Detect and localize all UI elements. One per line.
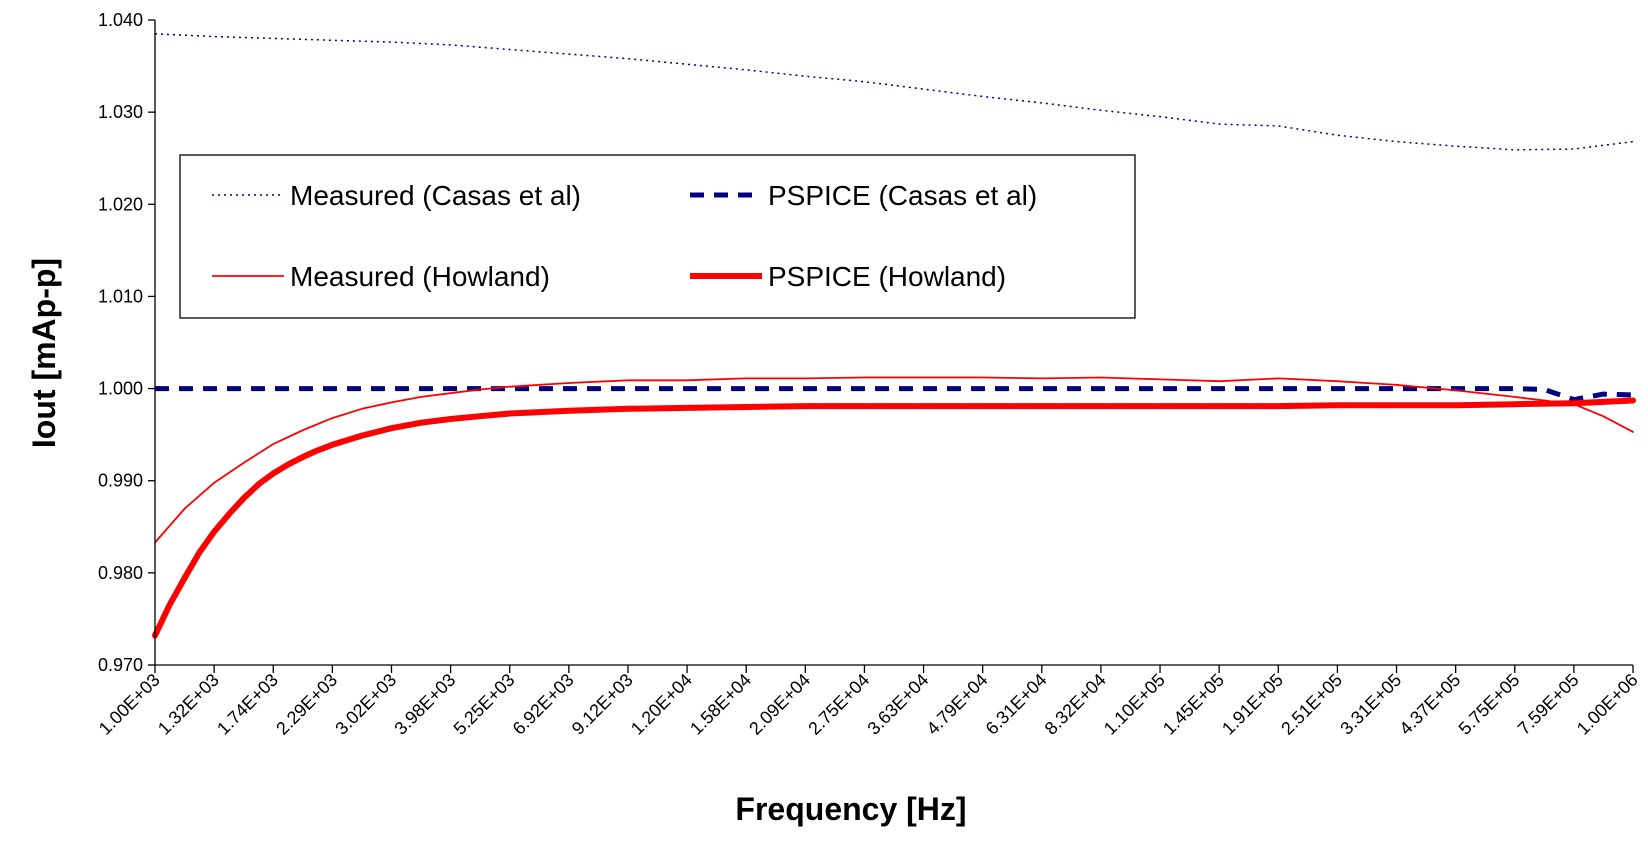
x-tick-label: 1.32E+03 bbox=[154, 670, 223, 739]
y-tick-label: 0.980 bbox=[98, 563, 143, 583]
x-tick-label: 5.25E+03 bbox=[450, 670, 519, 739]
legend-label-3: PSPICE (Howland) bbox=[768, 261, 1006, 292]
x-tick-label: 1.45E+05 bbox=[1159, 670, 1228, 739]
x-tick-label: 2.29E+03 bbox=[272, 670, 341, 739]
x-tick-label: 4.79E+04 bbox=[923, 670, 992, 739]
x-tick-label: 1.91E+05 bbox=[1218, 670, 1287, 739]
legend: Measured (Casas et al) PSPICE (Casas et a… bbox=[179, 154, 1136, 319]
x-tick-label: 3.63E+04 bbox=[863, 670, 932, 739]
x-tick-label: 6.92E+03 bbox=[509, 670, 578, 739]
axes: 0.970 0.980 0.990 1.000 1.010 1.020 1.030 1.040… bbox=[95, 10, 1642, 739]
series-line-2 bbox=[154, 376, 1634, 544]
x-tick-label: 7.59E+05 bbox=[1514, 670, 1583, 739]
x-tick-label: 1.20E+04 bbox=[627, 670, 696, 739]
y-tick-label: 1.030 bbox=[98, 102, 143, 122]
x-axis-title: Frequency [Hz] bbox=[735, 791, 966, 827]
y-tick-label: 0.970 bbox=[98, 655, 143, 675]
y-tick-label: 1.020 bbox=[98, 194, 143, 214]
series-line-3 bbox=[152, 397, 1636, 639]
x-tick-label: 1.00E+03 bbox=[95, 670, 164, 739]
y-tick-label: 1.010 bbox=[98, 286, 143, 306]
legend-label-2: Measured (Howland) bbox=[290, 261, 550, 292]
x-tick-label: 1.10E+05 bbox=[1100, 670, 1169, 739]
x-tick-label: 4.37E+05 bbox=[1395, 670, 1464, 739]
series-line-0 bbox=[154, 33, 1634, 151]
y-tick-label: 0.990 bbox=[98, 471, 143, 491]
x-tick-label: 3.31E+05 bbox=[1336, 670, 1405, 739]
plot-lines bbox=[152, 33, 1636, 639]
x-tick-label: 8.32E+04 bbox=[1041, 670, 1110, 739]
x-tick-label: 1.74E+03 bbox=[213, 670, 282, 739]
legend-box bbox=[179, 154, 1136, 319]
y-axis-title: Iout [mAp-p] bbox=[26, 258, 62, 448]
x-tick-label: 6.31E+04 bbox=[982, 670, 1051, 739]
y-tick-label: 1.000 bbox=[98, 379, 143, 399]
x-tick-label: 2.75E+04 bbox=[804, 670, 873, 739]
legend-label-1: PSPICE (Casas et al) bbox=[768, 180, 1037, 211]
x-tick-label: 9.12E+03 bbox=[568, 670, 637, 739]
x-tick-label: 5.75E+05 bbox=[1455, 670, 1524, 739]
series-line-1 bbox=[155, 386, 1634, 403]
legend-label-0: Measured (Casas et al) bbox=[290, 180, 581, 211]
y-tick-label: 1.040 bbox=[98, 10, 143, 30]
x-tick-label: 1.00E+06 bbox=[1573, 670, 1642, 739]
x-tick-label: 3.02E+03 bbox=[331, 670, 400, 739]
x-tick-label: 3.98E+03 bbox=[390, 670, 459, 739]
x-tick-label: 2.51E+05 bbox=[1277, 670, 1346, 739]
x-tick-label: 2.09E+04 bbox=[745, 670, 814, 739]
x-tick-label: 1.58E+04 bbox=[686, 670, 755, 739]
